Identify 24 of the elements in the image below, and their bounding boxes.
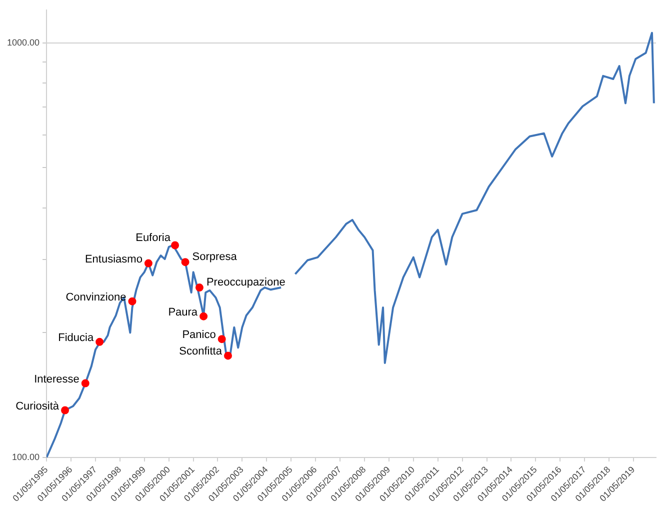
- annotation: Interesse: [34, 373, 80, 386]
- annotation: Sorpresa: [192, 251, 238, 264]
- point: [96, 338, 104, 346]
- annotation: Paura: [168, 306, 198, 318]
- point: [128, 297, 136, 306]
- point: [200, 312, 208, 320]
- point: [171, 241, 180, 250]
- annotation: Euforia: [136, 232, 172, 244]
- point: [218, 335, 226, 344]
- annotation: Convinzione: [66, 291, 126, 304]
- y-tick-label: 1000.00: [6, 37, 40, 48]
- point: [144, 259, 152, 268]
- annotation: Panico: [182, 329, 216, 342]
- point: [195, 284, 204, 292]
- annotation: Preoccupazione: [206, 276, 286, 289]
- y-tick-label: 100.00: [12, 452, 40, 462]
- annotation: Curiosità: [16, 400, 60, 412]
- point: [81, 379, 90, 388]
- annotation: Entusiasmo: [84, 253, 142, 266]
- annotation: Fiducia: [58, 332, 94, 344]
- point: [61, 406, 70, 414]
- annotation: Sconfitta: [179, 346, 223, 358]
- point: [181, 258, 190, 266]
- point: [224, 352, 232, 360]
